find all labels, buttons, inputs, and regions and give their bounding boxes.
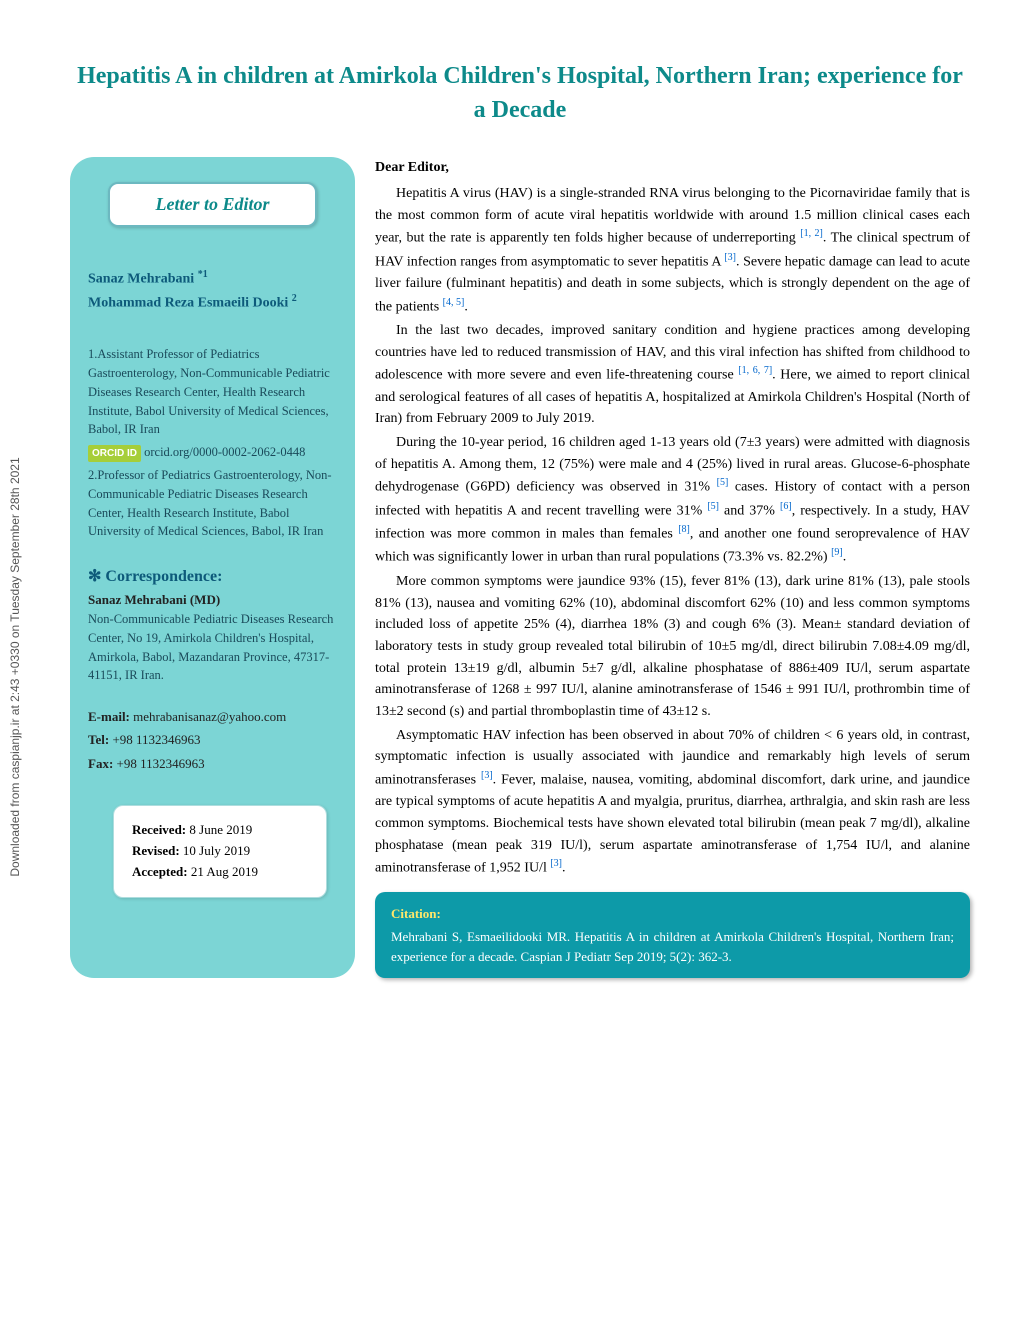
- affiliation-1: 1.Assistant Professor of Pediatrics Gast…: [88, 345, 337, 439]
- paragraph-1: Hepatitis A virus (HAV) is a single-stra…: [375, 183, 970, 318]
- tel-value: +98 1132346963: [112, 732, 200, 747]
- tel-label: Tel:: [88, 732, 109, 747]
- body-text: .: [464, 299, 468, 314]
- salutation: Dear Editor,: [375, 157, 970, 179]
- revised-line: Revised: 10 July 2019: [132, 841, 308, 862]
- ref-link[interactable]: [3]: [550, 858, 562, 869]
- article-body: Dear Editor, Hepatitis A virus (HAV) is …: [375, 157, 970, 978]
- author-sup: 2: [292, 293, 297, 304]
- orcid-badge: ORCID ID: [88, 445, 141, 462]
- paragraph-3: During the 10-year period, 16 children a…: [375, 432, 970, 569]
- citation-label: Citation:: [391, 904, 954, 924]
- author-sidebar: Letter to Editor Sanaz Mehrabani *1 Moha…: [70, 157, 355, 978]
- author-name: Mohammad Reza Esmaeili Dooki: [88, 296, 288, 311]
- author-1: Sanaz Mehrabani *1: [88, 267, 337, 291]
- ref-link[interactable]: [3]: [724, 252, 736, 263]
- ref-link[interactable]: [5]: [717, 477, 729, 488]
- body-text: and 37%: [719, 503, 780, 518]
- correspondence-address: Non-Communicable Pediatric Diseases Rese…: [88, 610, 337, 685]
- download-watermark: Downloaded from caspianjp.ir at 2:43 +03…: [8, 457, 22, 876]
- author-sup: *1: [198, 269, 208, 280]
- ref-link[interactable]: [5]: [707, 501, 719, 512]
- affiliation-2: 2.Professor of Pediatrics Gastroenterolo…: [88, 466, 337, 541]
- author-name: Sanaz Mehrabani: [88, 272, 194, 287]
- two-column-layout: Letter to Editor Sanaz Mehrabani *1 Moha…: [70, 157, 970, 978]
- ref-link[interactable]: [6]: [780, 501, 792, 512]
- ref-link[interactable]: [1, 2]: [800, 228, 823, 239]
- letter-to-editor-badge: Letter to Editor: [108, 182, 317, 227]
- correspondence-name: Sanaz Mehrabani (MD): [88, 592, 337, 608]
- tel-line: Tel: +98 1132346963: [88, 728, 337, 751]
- citation-box: Citation: Mehrabani S, Esmaeilidooki MR.…: [375, 892, 970, 979]
- revised-value: 10 July 2019: [183, 843, 250, 858]
- email-value: mehrabanisanaz@yahoo.com: [133, 709, 286, 724]
- received-value: 8 June 2019: [189, 822, 252, 837]
- ref-link[interactable]: [4, 5]: [443, 297, 465, 308]
- ref-link[interactable]: [9]: [831, 547, 843, 558]
- accepted-line: Accepted: 21 Aug 2019: [132, 862, 308, 883]
- author-2: Mohammad Reza Esmaeili Dooki 2: [88, 291, 337, 315]
- ref-link[interactable]: [3]: [481, 770, 493, 781]
- ref-link[interactable]: [1, 6, 7]: [738, 365, 772, 376]
- body-text: . Fever, malaise, nausea, vomiting, abdo…: [375, 773, 970, 876]
- body-text: .: [843, 550, 847, 565]
- fax-label: Fax:: [88, 756, 113, 771]
- article-title: Hepatitis A in children at Amirkola Chil…: [70, 60, 970, 127]
- orcid-value: orcid.org/0000-0002-2062-0448: [144, 445, 305, 459]
- paragraph-2: In the last two decades, improved sanita…: [375, 320, 970, 430]
- ref-link[interactable]: [8]: [678, 524, 690, 535]
- revised-label: Revised:: [132, 843, 180, 858]
- email-line: E-mail: mehrabanisanaz@yahoo.com: [88, 705, 337, 728]
- dates-box: Received: 8 June 2019 Revised: 10 July 2…: [113, 805, 327, 897]
- fax-line: Fax: +98 1132346963: [88, 752, 337, 775]
- accepted-label: Accepted:: [132, 864, 188, 879]
- accepted-value: 21 Aug 2019: [191, 864, 258, 879]
- correspondence-header: ✻ Correspondence:: [88, 566, 337, 586]
- received-label: Received:: [132, 822, 186, 837]
- received-line: Received: 8 June 2019: [132, 820, 308, 841]
- affiliations: 1.Assistant Professor of Pediatrics Gast…: [88, 345, 337, 541]
- paragraph-4: More common symptoms were jaundice 93% (…: [375, 571, 970, 723]
- email-label: E-mail:: [88, 709, 130, 724]
- orcid-line: ORCID ID orcid.org/0000-0002-2062-0448: [88, 443, 337, 462]
- fax-value: +98 1132346963: [117, 756, 205, 771]
- paragraph-5: Asymptomatic HAV infection has been obse…: [375, 725, 970, 880]
- author-list: Sanaz Mehrabani *1 Mohammad Reza Esmaeil…: [88, 267, 337, 315]
- citation-text: Mehrabani S, Esmaeilidooki MR. Hepatitis…: [391, 929, 954, 964]
- body-text: .: [562, 861, 566, 876]
